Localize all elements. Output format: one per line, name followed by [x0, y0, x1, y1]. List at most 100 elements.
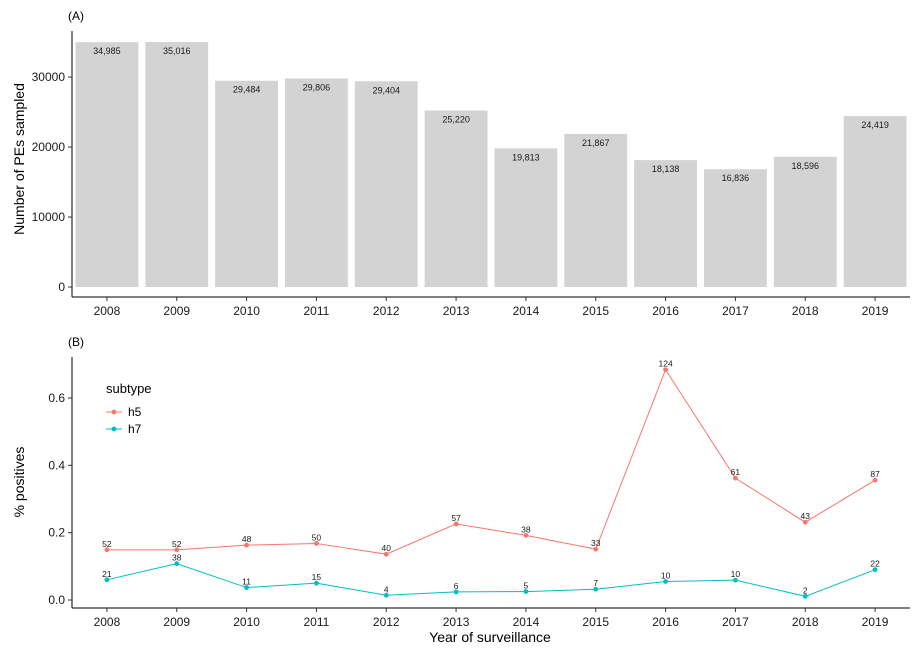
point-h5-2013	[453, 521, 459, 527]
x-tick-label-2009: 2009	[163, 615, 190, 629]
bar-label-2014: 19,813	[512, 152, 540, 162]
point-label-h7-2010: 11	[242, 577, 251, 587]
legend-label-h5: h5	[128, 405, 142, 419]
bar-label-2013: 25,220	[442, 115, 470, 125]
point-label-h5-2016: 124	[658, 359, 672, 369]
bar-label-2015: 21,867	[582, 138, 610, 148]
point-h7-2010	[244, 585, 249, 590]
point-h5-2014	[523, 532, 529, 538]
bar-label-2010: 29,484	[233, 85, 261, 95]
x-tick-label-2017: 2017	[722, 304, 749, 318]
bar-label-2008: 34,985	[93, 46, 121, 56]
point-label-h7-2009: 38	[172, 553, 182, 563]
x-tick-label-2009: 2009	[163, 304, 190, 318]
bar-label-2018: 18,596	[791, 161, 819, 171]
point-label-h7-2016: 10	[661, 570, 671, 580]
panel-a-y-axis-title: Number of PEs sampled	[11, 83, 27, 235]
point-h5-2010	[244, 542, 249, 548]
point-h5-2018	[802, 519, 808, 525]
panel-a-bars	[75, 42, 907, 288]
point-label-h5-2019: 87	[870, 469, 880, 479]
bar-2018	[773, 156, 837, 287]
bar-label-2016: 18,138	[652, 164, 680, 174]
point-label-h7-2013: 6	[454, 581, 459, 591]
point-label-h5-2011: 50	[312, 532, 322, 542]
x-tick-label-2008: 2008	[94, 304, 121, 318]
bar-2013	[424, 110, 488, 287]
panel-a-y-axis: 0 10000 20000 30000	[32, 31, 73, 297]
point-label-h7-2015: 7	[593, 578, 598, 588]
point-label-h5-2012: 40	[382, 543, 392, 553]
panel-b-legend: subtype h5 h7	[106, 381, 152, 436]
x-tick-label-2015: 2015	[582, 304, 609, 318]
bar-label-2017: 16,836	[722, 173, 750, 183]
point-h7-2017	[733, 577, 738, 583]
x-tick-label-2018: 2018	[792, 615, 819, 629]
point-h7-2019	[872, 567, 878, 573]
bar-2015	[564, 134, 628, 287]
point-label-h5-2015: 33	[591, 538, 601, 548]
bar-label-2019: 24,419	[861, 120, 889, 130]
panel-a-bar-labels: 34,985 35,016 29,484 29,806 29,404 25,220 19,8…	[93, 46, 889, 183]
panel-b-lines	[106, 368, 876, 597]
y-tick-label: 30000	[32, 70, 66, 84]
x-tick-label-2013: 2013	[443, 304, 470, 318]
point-label-h5-2013: 57	[451, 513, 461, 523]
x-tick-label-2019: 2019	[862, 304, 889, 318]
point-label-h5-2017: 61	[731, 467, 741, 477]
bar-label-2012: 29,404	[372, 85, 400, 95]
bar-2017	[703, 169, 767, 287]
point-h5-2011	[314, 541, 319, 546]
point-label-h7-2008: 21	[102, 569, 112, 579]
point-label-h7-2011: 15	[312, 572, 322, 582]
panel-a: (A) Number of PEs sampled 34,985 35,016 29…	[11, 9, 910, 318]
legend-key-point-h7	[111, 426, 117, 432]
bar-2010	[215, 80, 279, 288]
panel-b-x-axis: 2008 2009 2010 2011 2012 2013 2014 2015 2016 2017…	[72, 607, 910, 629]
point-h5-2008	[104, 547, 110, 553]
point-h5-2009	[174, 547, 180, 553]
panel-b-label: (B)	[68, 335, 84, 349]
point-h7-2008	[104, 577, 110, 583]
x-tick-label-2011: 2011	[304, 615, 330, 629]
point-label-h7-2019: 22	[870, 559, 880, 569]
x-tick-label-2012: 2012	[373, 615, 400, 629]
bar-label-2011: 29,806	[303, 82, 331, 92]
x-tick-label-2011: 2011	[304, 304, 330, 318]
y-tick-label: 0.6	[48, 391, 65, 405]
panel-a-x-axis: 2008 2009 2010 2011 2012 2013 2014 2015 2016 2017…	[72, 296, 910, 318]
bar-label-2009: 35,016	[163, 46, 191, 56]
x-tick-label-2014: 2014	[513, 615, 540, 629]
y-tick-label: 0.2	[48, 526, 65, 540]
point-label-h5-2018: 43	[801, 511, 811, 521]
point-h5-2019	[872, 477, 878, 483]
legend-key-point-h5	[111, 409, 117, 415]
point-h7-2012	[383, 592, 389, 598]
point-label-h7-2014: 5	[524, 581, 529, 591]
line-h7	[106, 563, 876, 597]
x-tick-label-2008: 2008	[94, 615, 121, 629]
point-label-h7-2012: 4	[384, 584, 389, 594]
point-h7-2013	[453, 589, 459, 595]
y-tick-label: 0	[58, 280, 65, 294]
point-h7-2018	[802, 593, 808, 599]
bar-2012	[354, 81, 418, 287]
bar-2011	[284, 78, 348, 287]
legend-title: subtype	[106, 381, 152, 396]
point-label-h7-2018: 2	[803, 585, 808, 595]
x-tick-label-2016: 2016	[652, 615, 679, 629]
point-h5-2017	[733, 475, 738, 481]
point-h5-2016	[663, 367, 668, 373]
line-h5	[106, 368, 876, 555]
point-h7-2009	[174, 561, 180, 567]
y-tick-label: 10000	[32, 210, 66, 224]
point-h7-2011	[314, 580, 319, 586]
point-h5-2015	[593, 546, 599, 552]
x-tick-label-2013: 2013	[443, 615, 470, 629]
y-tick-label: 20000	[32, 140, 66, 154]
x-tick-label-2019: 2019	[862, 615, 889, 629]
x-tick-label-2018: 2018	[792, 304, 819, 318]
bar-2009	[145, 42, 209, 287]
